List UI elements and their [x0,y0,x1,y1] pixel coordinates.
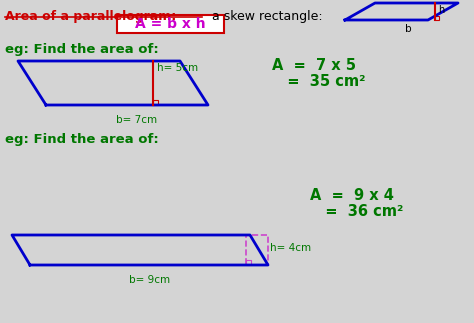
Text: h: h [438,5,444,15]
Text: A  =  9 x 4: A = 9 x 4 [310,188,394,203]
Text: b= 7cm: b= 7cm [117,115,157,125]
Text: h= 4cm: h= 4cm [270,243,311,253]
Text: h= 5cm: h= 5cm [157,63,198,73]
Bar [246,260,251,265]
Text: =  35 cm²: = 35 cm² [272,74,365,89]
Text: eg: Find the area of:: eg: Find the area of: [5,43,159,56]
Text: =  36 cm²: = 36 cm² [310,204,403,219]
FancyBboxPatch shape [117,15,224,33]
Text: b= 9cm: b= 9cm [129,275,170,285]
Text: A = b x h: A = b x h [135,17,205,31]
Bar [153,100,158,105]
Bar [435,16,439,20]
Text: A  =  7 x 5: A = 7 x 5 [272,58,356,73]
Text: eg: Find the area of:: eg: Find the area of: [5,133,159,146]
Bar [246,235,268,265]
Text: Area of a parallelogram:: Area of a parallelogram: [5,10,176,23]
Text: b: b [405,24,411,34]
Text: a skew rectangle:: a skew rectangle: [208,10,323,23]
